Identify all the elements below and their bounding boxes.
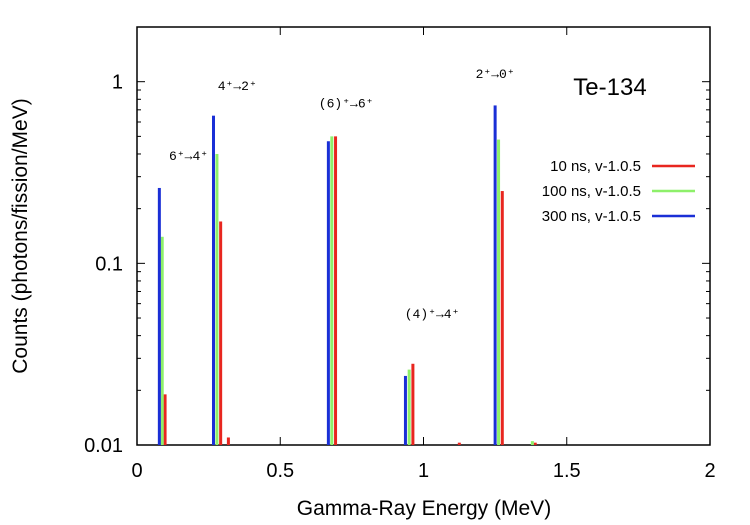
bar-series3-4 <box>403 375 407 445</box>
y-axis-label: Counts (photons/fission/MeV) <box>9 98 32 373</box>
legend: 10 ns, v-1.0.5 100 ns, v-1.0.5 300 ns, v-1… <box>542 158 695 225</box>
bar-series1-3 <box>226 437 230 445</box>
bar-series2-3 <box>330 136 334 445</box>
x-tick-label: 0 <box>131 460 142 482</box>
bar-series3-2 <box>211 115 215 446</box>
chart-title: Te-134 <box>573 74 646 101</box>
x-tick-label: 0.5 <box>266 460 294 482</box>
bar-series1-1 <box>163 394 167 445</box>
bar-series2-1 <box>160 236 164 445</box>
bar-series2-5 <box>497 139 501 445</box>
bar-series1-2 <box>219 221 223 445</box>
x-tick-label: 1 <box>418 460 429 482</box>
bar-series2-4 <box>407 369 411 445</box>
transition-label: 2⁺→0⁺ <box>476 67 515 82</box>
bar-series2-6 <box>530 441 534 445</box>
bar-series3-5 <box>493 105 497 445</box>
transition-label: 4⁺→2⁺ <box>218 79 257 94</box>
annotations-layer: 6⁺→4⁺ 4⁺→2⁺ (6)⁺→6⁺ (4)⁺→4⁺ 2⁺→0⁺ <box>169 67 515 322</box>
y-tick-label: 0.1 <box>95 253 123 275</box>
x-tick-label: 2 <box>704 460 715 482</box>
x-axis-label: Gamma-Ray Energy (MeV) <box>297 497 551 520</box>
legend-label: 300 ns, v-1.0.5 <box>542 208 641 225</box>
bar-series3-1 <box>157 187 161 445</box>
ticks-layer: 0 0.5 1 1.5 2 0.01 0.1 1 <box>84 26 716 482</box>
bar-series1-6 <box>457 442 461 445</box>
bar-series3-3 <box>326 141 330 445</box>
bar-series1-5 <box>411 363 415 445</box>
transition-label: (6)⁺→6⁺ <box>319 97 374 112</box>
transition-label: 6⁺→4⁺ <box>169 149 208 164</box>
bars-layer <box>157 105 537 446</box>
y-tick-label: 0.01 <box>84 435 123 457</box>
transition-label: (4)⁺→4⁺ <box>405 307 460 322</box>
legend-label: 10 ns, v-1.0.5 <box>550 158 641 175</box>
x-tick-label: 1.5 <box>553 460 581 482</box>
y-tick-label: 1 <box>112 72 123 94</box>
bar-series1-4 <box>334 136 338 445</box>
bar-series2-2 <box>215 153 219 446</box>
legend-label: 100 ns, v-1.0.5 <box>542 183 641 200</box>
bar-series1-7 <box>500 191 504 445</box>
bar-series1-8 <box>533 442 537 445</box>
